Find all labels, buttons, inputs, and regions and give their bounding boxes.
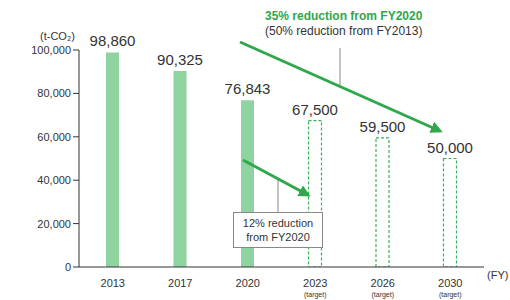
svg-text:(target): (target) xyxy=(439,291,462,299)
html-text:from FY2020: from FY2020 xyxy=(246,231,310,243)
svg-text:2030: 2030 xyxy=(438,277,462,289)
svg-text:80,000: 80,000 xyxy=(37,87,71,99)
svg-text:(target): (target) xyxy=(304,291,327,299)
svg-text:100,000: 100,000 xyxy=(31,44,71,56)
svg-text:2013: 2013 xyxy=(101,277,125,289)
html-text:12% reduction: 12% reduction xyxy=(242,217,314,229)
svg-text:98,860: 98,860 xyxy=(90,32,136,49)
html-text:(FY): (FY) xyxy=(487,269,509,281)
svg-text:60,000: 60,000 xyxy=(37,131,71,143)
svg-text:40,000: 40,000 xyxy=(37,174,71,186)
html-text:(50% reduction from FY2013): (50% reduction from FY2013) xyxy=(265,24,423,38)
svg-text:90,325: 90,325 xyxy=(157,51,203,68)
svg-text:2026: 2026 xyxy=(371,277,395,289)
svg-text:50,000: 50,000 xyxy=(427,139,473,156)
svg-text:20,000: 20,000 xyxy=(37,218,71,230)
html-text:(t-CO₂): (t-CO₂) xyxy=(40,30,75,42)
svg-text:76,843: 76,843 xyxy=(225,80,271,97)
svg-text:0: 0 xyxy=(65,261,71,273)
html-text:35% reduction from FY2020: 35% reduction from FY2020 xyxy=(265,9,423,23)
svg-text:2017: 2017 xyxy=(168,277,192,289)
svg-text:67,500: 67,500 xyxy=(292,101,338,118)
svg-text:2020: 2020 xyxy=(236,277,260,289)
svg-text:2023: 2023 xyxy=(303,277,327,289)
svg-text:59,500: 59,500 xyxy=(360,118,406,135)
svg-text:(target): (target) xyxy=(371,291,394,299)
